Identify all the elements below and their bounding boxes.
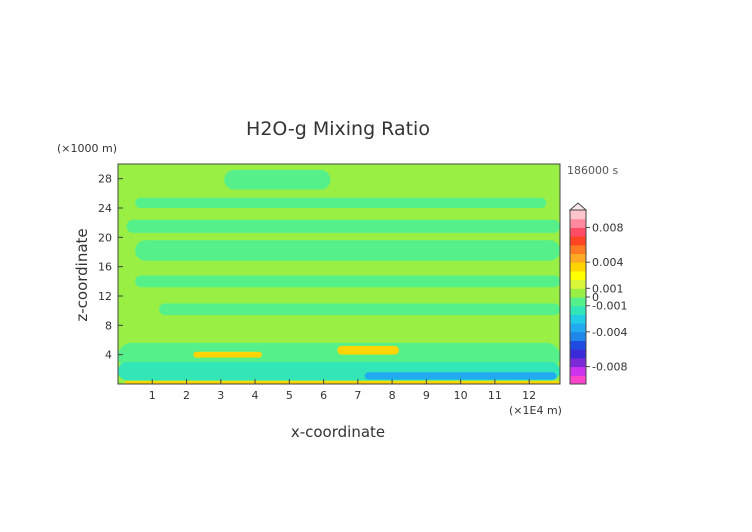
y-axis-label: z-coordinate <box>73 228 91 321</box>
colorbar-swatch <box>570 323 586 333</box>
x-tick-label: 7 <box>354 389 361 402</box>
colorbar-tick-label: -0.008 <box>592 361 627 374</box>
x-tick-label: 5 <box>286 389 293 402</box>
heatmap-region-2 <box>135 240 561 261</box>
colorbar-swatch <box>570 227 586 237</box>
x-tick-label: 3 <box>217 389 224 402</box>
colorbar-swatch <box>570 218 586 228</box>
x-tick-label: 4 <box>252 389 259 402</box>
y-tick-label: 28 <box>98 173 112 186</box>
colorbar-swatch <box>570 314 586 324</box>
heatmap-region-10 <box>337 345 399 355</box>
chart-title: H2O-g Mixing Ratio <box>246 118 430 140</box>
x-axis-label: x-coordinate <box>291 423 385 441</box>
colorbar-tick-label: 0.001 <box>592 282 624 295</box>
colorbar-swatch <box>570 357 586 368</box>
x-tick-label: 8 <box>389 389 396 402</box>
y-tick-label: 16 <box>98 261 112 274</box>
x-tick-label: 10 <box>454 389 468 402</box>
colorbar-swatch <box>570 210 586 220</box>
x-tick-label: 6 <box>320 389 327 402</box>
colorbar-tick-label: 0.004 <box>592 256 624 269</box>
colorbar-swatch <box>570 236 586 246</box>
colorbar-swatch <box>570 288 586 298</box>
colorbar-cap <box>568 202 588 211</box>
colorbar-swatch <box>570 279 586 289</box>
heatmap-region-1 <box>135 197 547 208</box>
x-unit-label: (×1E4 m) <box>509 404 562 417</box>
y-tick-label: 12 <box>98 290 112 303</box>
colorbar-swatch <box>570 253 586 263</box>
colorbar-tick-label: 0.008 <box>592 221 624 234</box>
x-tick-label: 1 <box>149 389 156 402</box>
y-tick-label: 4 <box>105 349 112 362</box>
colorbar-swatch <box>570 262 586 272</box>
colorbar-swatch <box>570 331 586 341</box>
x-tick-label: 12 <box>522 389 536 402</box>
y-axis-ticks: 4 8 12 16 20 24 28 <box>98 173 123 362</box>
colorbar-tick-label: -0.001 <box>592 300 627 313</box>
x-tick-label: 9 <box>423 389 430 402</box>
x-tick-label: 11 <box>488 389 502 402</box>
time-label: 186000 s <box>567 164 618 177</box>
y-tick-label: 8 <box>105 319 112 332</box>
colorbar-swatch <box>570 270 586 281</box>
plot-area <box>117 163 561 385</box>
colorbar-swatch <box>570 366 586 376</box>
heatmap-region-3 <box>224 169 331 190</box>
colorbar-tick-label: -0.004 <box>592 326 627 339</box>
colorbar-swatch <box>570 349 586 359</box>
x-tick-label: 2 <box>183 389 190 402</box>
heatmap-region-11 <box>124 381 560 384</box>
colorbar-swatch <box>570 375 586 385</box>
colorbar-swatch <box>570 244 586 254</box>
plot-frame <box>117 163 561 385</box>
heatmap-region-8 <box>364 372 557 380</box>
heatmap-region-9 <box>193 351 262 358</box>
y-tick-label: 24 <box>98 202 112 215</box>
y-unit-label: (×1000 m) <box>57 142 117 155</box>
y-tick-label: 20 <box>98 231 112 244</box>
colorbar-tick-label: 0 <box>592 291 599 304</box>
colorbar-swatch <box>570 340 586 350</box>
colorbar-swatch <box>570 297 586 307</box>
x-axis-ticks: 1 2 3 4 5 6 7 8 9 10 11 12 <box>149 379 536 402</box>
colorbar-swatch <box>570 305 586 315</box>
heatmap-region-4 <box>135 275 561 288</box>
heatmap-region-0 <box>126 219 561 233</box>
heatmap-region-5 <box>159 303 560 316</box>
